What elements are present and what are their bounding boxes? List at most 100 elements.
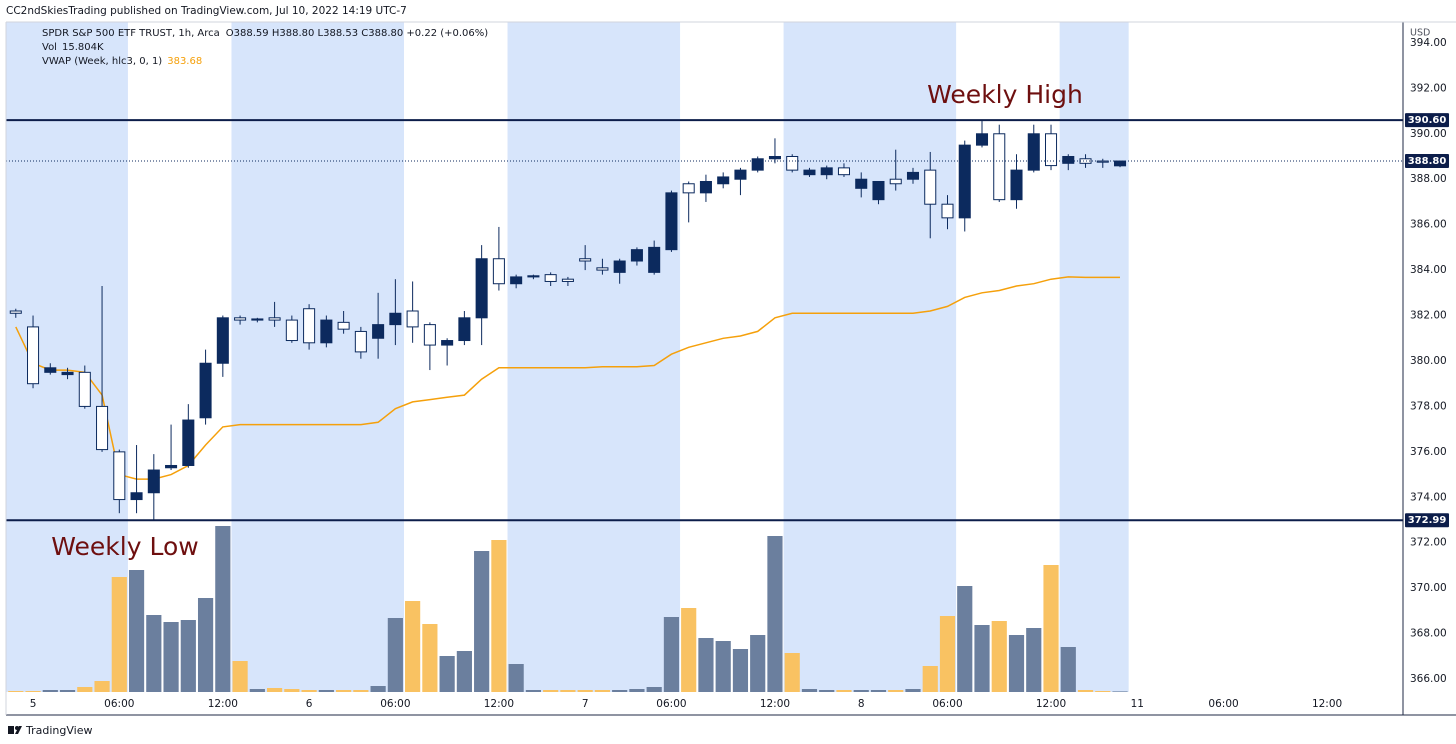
volume-bar xyxy=(197,598,214,692)
candle-body xyxy=(147,469,160,494)
volume-bar xyxy=(560,690,576,692)
volume-bar xyxy=(974,625,990,692)
candle-body xyxy=(1062,155,1075,164)
session-band xyxy=(783,22,957,692)
volume-bar xyxy=(25,691,41,692)
y-tick-label: 376.00 xyxy=(1410,446,1447,458)
y-tick-label: 388.00 xyxy=(1410,173,1447,185)
ohlc: O388.59 H388.80 L388.53 C388.80 +0.22 (+… xyxy=(226,28,488,39)
candle-body xyxy=(941,203,954,219)
candle-body xyxy=(751,158,764,171)
vwap-value: 383.68 xyxy=(167,56,202,67)
volume-bar xyxy=(180,620,196,692)
volume-bar xyxy=(819,690,835,692)
candle-body xyxy=(786,155,799,171)
volume-bar xyxy=(94,681,110,692)
candle-body xyxy=(372,324,385,339)
level-tag-label: 372.99 xyxy=(1408,515,1447,526)
vol-name: Vol xyxy=(42,42,57,53)
vwap-legend: VWAP (Week, hlc3, 0, 1) 383.68 xyxy=(42,56,202,67)
candle-body xyxy=(993,133,1006,201)
candle-body xyxy=(44,367,57,373)
candle-body xyxy=(734,169,747,180)
publish-title: CC2ndSkiesTrading published on TradingVi… xyxy=(6,5,407,17)
y-tick-label: 374.00 xyxy=(1410,491,1447,503)
candle-body xyxy=(165,464,178,469)
y-tick-label: 370.00 xyxy=(1410,582,1447,594)
volume-bar xyxy=(1026,628,1042,692)
volume-bar xyxy=(836,690,852,692)
volume-bar xyxy=(594,690,611,692)
volume-bar xyxy=(77,687,93,692)
candle-body xyxy=(389,312,402,326)
x-tick-label: 6 xyxy=(306,698,313,710)
candle-body xyxy=(803,169,816,176)
session-band xyxy=(1059,22,1129,692)
candle-body xyxy=(837,167,850,176)
candle-body xyxy=(579,258,592,262)
volume-bar xyxy=(543,690,559,692)
candle-body xyxy=(596,267,609,271)
candle-body xyxy=(78,371,91,407)
candle-body xyxy=(717,176,730,185)
volume-bar xyxy=(629,689,645,692)
candle-body xyxy=(234,317,247,321)
y-tick-label: 386.00 xyxy=(1410,219,1447,231)
candle-body xyxy=(1044,133,1058,167)
candle-body xyxy=(958,144,971,219)
volume-bar xyxy=(8,691,24,692)
volume-bar xyxy=(801,689,818,692)
candle-body xyxy=(285,319,298,342)
x-tick-label: 11 xyxy=(1131,698,1144,710)
level-tag xyxy=(1405,513,1449,528)
x-tick-label: 06:00 xyxy=(932,698,962,710)
session-shading xyxy=(6,22,1129,692)
volume-bar xyxy=(612,690,628,692)
vol-value: 15.804K xyxy=(62,42,104,53)
candle-body xyxy=(303,308,316,344)
x-tick-label: 12:00 xyxy=(1036,698,1066,710)
candle-body xyxy=(251,318,264,321)
volume-bar xyxy=(681,608,697,692)
candle-body xyxy=(96,405,109,451)
volume-bar xyxy=(525,690,541,692)
candle-body xyxy=(648,246,661,273)
volume-bar xyxy=(232,661,248,692)
candle-body xyxy=(458,317,471,342)
candle-body xyxy=(820,167,833,176)
currency: USD xyxy=(1410,28,1430,39)
candle-body xyxy=(337,321,350,330)
candle-body xyxy=(924,169,937,205)
candle-body xyxy=(130,492,143,501)
x-tick-label: 12:00 xyxy=(208,698,238,710)
candle-body xyxy=(613,260,626,273)
volume-bar xyxy=(353,690,369,692)
volume-bar xyxy=(146,615,162,692)
volume-bar xyxy=(405,601,421,692)
candle-body xyxy=(975,133,989,146)
level-tag-label: 390.60 xyxy=(1408,115,1447,126)
candle-body xyxy=(61,371,74,376)
candle-body xyxy=(492,258,505,285)
candle-body xyxy=(182,419,195,466)
volume-bar xyxy=(215,526,231,692)
level-annotation: Weekly High xyxy=(927,80,1083,109)
candle-body xyxy=(682,183,695,194)
x-tick-label: 12:00 xyxy=(760,698,790,710)
volume-bar xyxy=(715,641,731,692)
candle-body xyxy=(9,310,22,314)
volume-bar xyxy=(922,666,938,692)
volume-bar xyxy=(111,577,127,692)
x-tick-label: 8 xyxy=(858,698,865,710)
candle-body xyxy=(855,178,868,189)
vwap-name: VWAP (Week, hlc3, 0, 1) xyxy=(42,56,162,67)
candle-body xyxy=(906,171,920,180)
vwap-line xyxy=(15,276,1120,480)
volume-bar xyxy=(128,570,145,692)
volume-bar xyxy=(318,690,334,692)
candle-body xyxy=(475,258,488,319)
footer-logo xyxy=(8,726,22,734)
candle-body xyxy=(527,275,540,278)
volume-legend: Vol 15.804K xyxy=(42,42,104,53)
